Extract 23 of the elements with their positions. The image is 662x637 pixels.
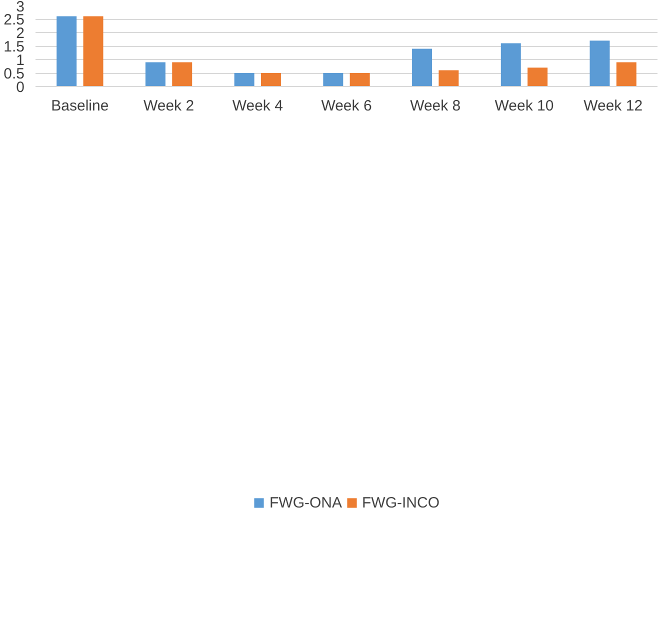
bar bbox=[83, 16, 104, 86]
bar bbox=[438, 70, 459, 86]
bar bbox=[412, 48, 432, 86]
bar bbox=[260, 73, 281, 86]
bar bbox=[528, 68, 548, 86]
bar bbox=[350, 73, 370, 86]
x-tick-label: Week 2 bbox=[143, 98, 194, 114]
legend-label: FWG-ONA bbox=[270, 494, 342, 512]
bar bbox=[590, 40, 610, 86]
x-tick-label: Week 12 bbox=[584, 98, 643, 114]
legend-label: FWG-INCO bbox=[362, 494, 440, 512]
x-tick-label: Week 6 bbox=[321, 98, 372, 114]
bar bbox=[323, 73, 344, 86]
x-tick-label: Week 4 bbox=[232, 98, 283, 114]
x-tick-label: Week 8 bbox=[410, 98, 461, 114]
bar bbox=[145, 62, 166, 86]
x-tick-label: Week 10 bbox=[494, 98, 554, 114]
bar bbox=[616, 62, 636, 86]
bar bbox=[172, 62, 192, 86]
bar bbox=[56, 16, 77, 86]
x-tick-label: Baseline bbox=[51, 98, 109, 114]
bar bbox=[500, 43, 521, 86]
bar bbox=[234, 73, 254, 86]
